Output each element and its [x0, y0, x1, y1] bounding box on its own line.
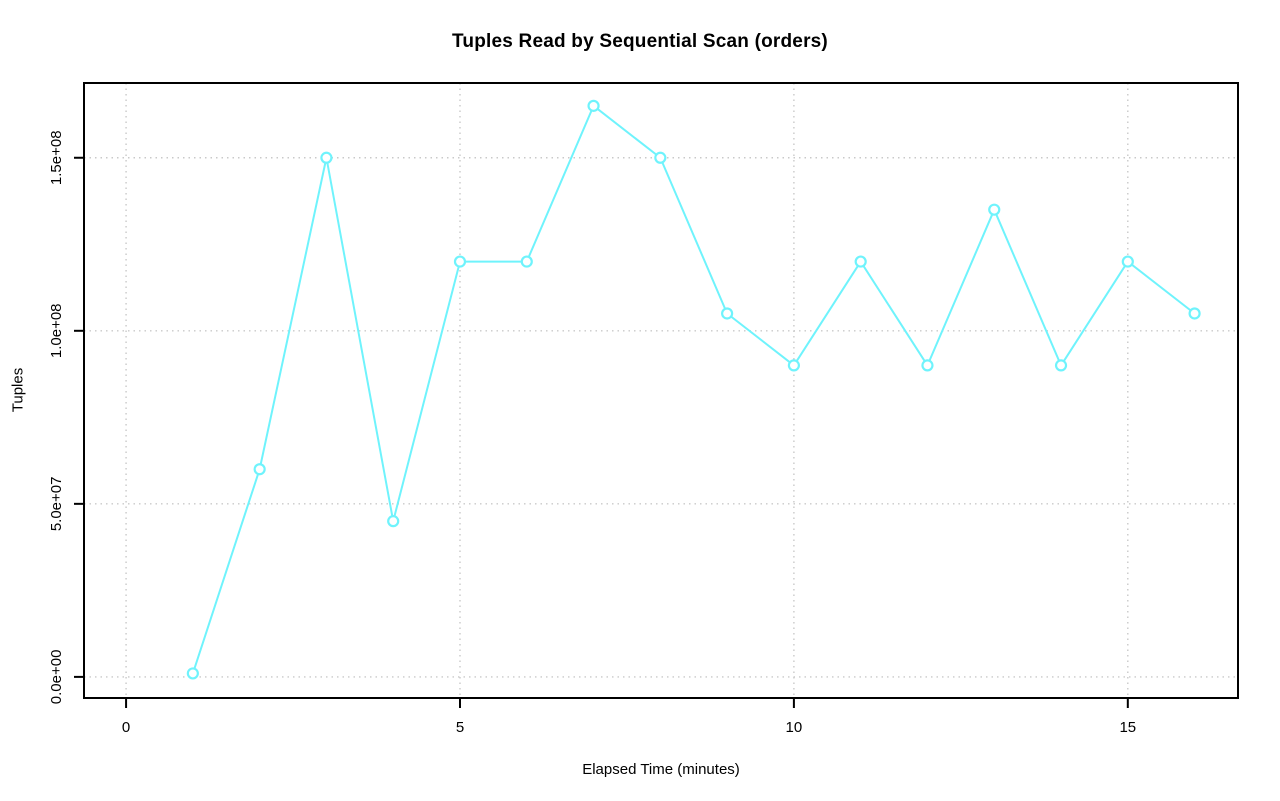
- y-tick-label: 1.0e+08: [48, 303, 65, 358]
- y-tick-label: 1.5e+08: [48, 130, 65, 185]
- data-point-marker: [1121, 255, 1134, 268]
- data-point-marker: [854, 255, 867, 268]
- y-tick-label: 5.0e+07: [48, 477, 65, 532]
- data-point-marker: [387, 515, 400, 528]
- x-axis-title: Elapsed Time (minutes): [582, 761, 740, 778]
- data-point-marker: [520, 255, 533, 268]
- data-point-marker: [921, 359, 934, 372]
- chart-title: Tuples Read by Sequential Scan (orders): [452, 31, 828, 52]
- y-tick-label: 0.0e+00: [48, 650, 65, 705]
- data-point-marker: [787, 359, 800, 372]
- data-point-marker: [453, 255, 467, 268]
- data-point-marker: [1188, 307, 1201, 320]
- data-point-marker: [587, 99, 600, 112]
- data-point-marker: [988, 203, 1001, 216]
- data-point-marker: [186, 667, 199, 680]
- x-tick-label: 15: [1119, 719, 1136, 736]
- plot-box: [83, 82, 1239, 699]
- data-point-marker: [654, 151, 667, 164]
- data-point-marker: [320, 151, 333, 164]
- x-tick-label: 5: [456, 719, 464, 736]
- x-tick-label: 0: [122, 719, 130, 736]
- data-point-marker: [253, 463, 266, 476]
- data-point-marker: [721, 307, 734, 320]
- series-line: [191, 104, 1196, 674]
- data-point-marker: [1054, 359, 1068, 372]
- x-tick-label: 10: [786, 719, 803, 736]
